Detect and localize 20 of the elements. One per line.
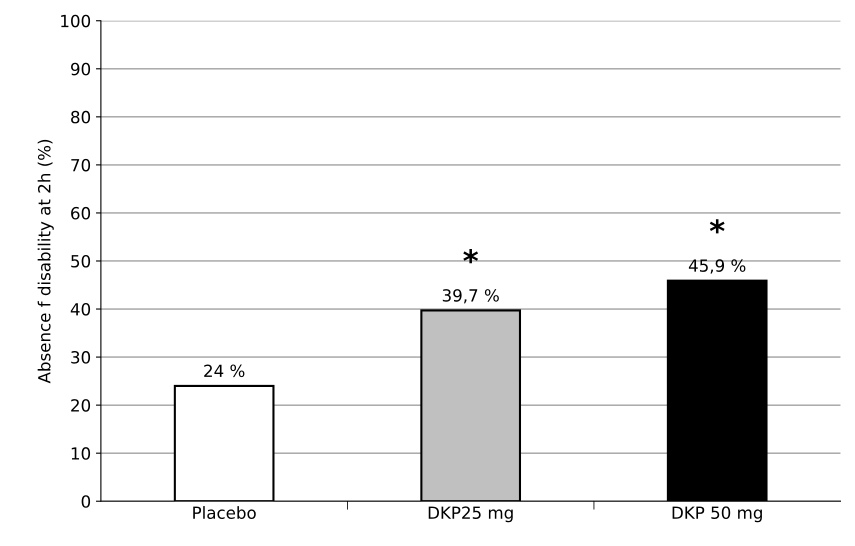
y-tick-label: 70 bbox=[71, 158, 90, 172]
y-tick-label: 10 bbox=[72, 447, 90, 460]
x-tick-label: DKP25 mg bbox=[428, 506, 513, 522]
x-tick-label: DKP 50 mg bbox=[672, 506, 762, 522]
y-tick-label: 90 bbox=[71, 62, 90, 76]
y-tick-label: 80 bbox=[71, 110, 90, 124]
y-tick-label: 0 bbox=[82, 495, 90, 508]
data-label: 45,9 % bbox=[688, 259, 746, 274]
y-tick-label: 30 bbox=[71, 351, 90, 364]
x-tick-label: Placebo bbox=[193, 506, 256, 519]
y-tick-label: 50 bbox=[71, 254, 90, 268]
y-axis-title: Absence f disability at 2h (%) bbox=[38, 140, 54, 384]
y-tick-label: 20 bbox=[71, 399, 90, 412]
data-label: 39,7 % bbox=[442, 289, 499, 304]
y-tick-label: 60 bbox=[71, 206, 90, 220]
annotation: * bbox=[463, 249, 478, 264]
data-label: 24 % bbox=[204, 364, 244, 378]
y-tick-label: 40 bbox=[70, 303, 90, 316]
annotation: * bbox=[710, 219, 725, 234]
y-tick-label: 100 bbox=[61, 14, 90, 28]
